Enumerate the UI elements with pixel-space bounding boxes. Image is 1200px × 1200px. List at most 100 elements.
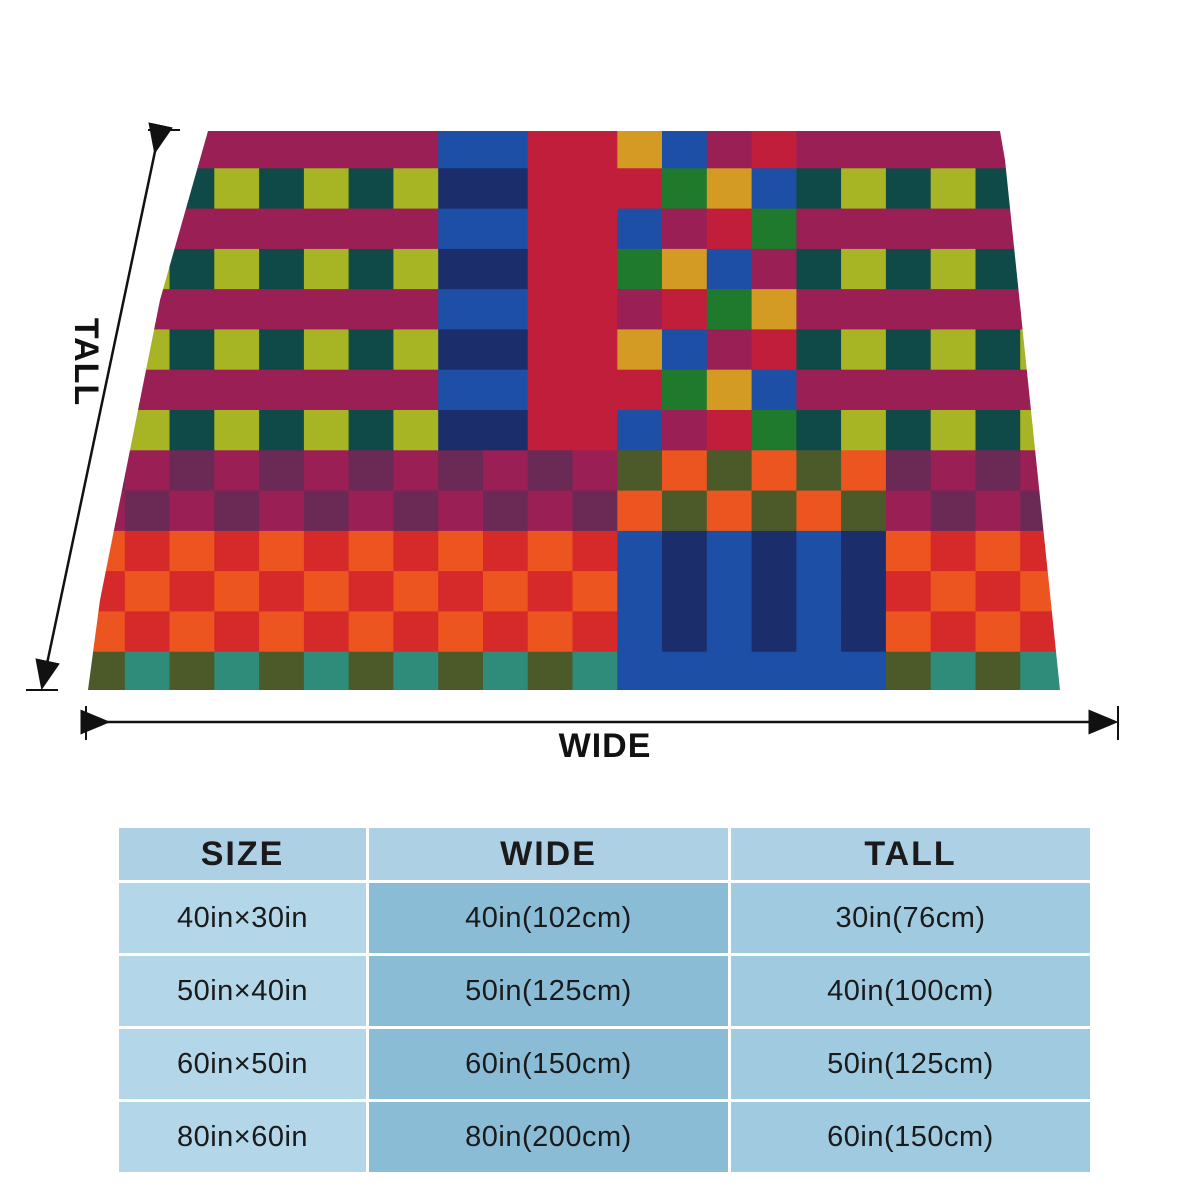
size-cell: 60in×50in (116, 1026, 369, 1102)
plaid-cell (706, 208, 753, 250)
plaid-cell (841, 131, 887, 169)
plaid-cell (438, 131, 484, 169)
plaid-cell (214, 369, 260, 411)
plaid-cell (169, 571, 215, 612)
plaid-cell (214, 248, 260, 290)
plaid-cell (303, 208, 350, 250)
plaid-cell (885, 530, 932, 572)
plaid-cell (527, 410, 574, 451)
plaid-cell (751, 289, 797, 330)
plaid-cell (885, 168, 932, 210)
plaid-cell (796, 611, 842, 653)
plaid-cell (662, 490, 708, 532)
plaid-cell (572, 450, 618, 492)
plaid-cell (169, 248, 215, 290)
plaid-cell (214, 651, 260, 690)
plaid-cell (348, 450, 394, 492)
plaid-cell (796, 329, 842, 371)
plaid-cell (975, 289, 1021, 330)
plaid-cell (124, 611, 171, 653)
plaid-cell (438, 289, 484, 330)
plaid-cell (617, 369, 663, 411)
plaid-cell (303, 248, 350, 290)
plaid-cell (214, 208, 260, 250)
plaid-cell (930, 329, 977, 371)
table-row: 60in×50in 60in(150cm) 50in(125cm) (116, 1026, 1093, 1102)
plaid-cell (483, 651, 529, 690)
plaid-cell (393, 490, 439, 532)
plaid-cell (124, 490, 171, 532)
plaid-cell (124, 131, 171, 169)
plaid-cell (796, 571, 842, 612)
plaid-cell (438, 571, 484, 612)
plaid-cell (393, 289, 439, 330)
plaid-cell (572, 289, 618, 330)
plaid-cell (438, 369, 484, 411)
plaid-cell (617, 289, 663, 330)
plaid-cell (796, 651, 842, 690)
plaid-cell (706, 329, 753, 371)
plaid-cell (259, 410, 305, 451)
plaid-cell (88, 168, 126, 210)
plaid-cell (617, 490, 663, 532)
plaid-cell (930, 289, 977, 330)
plaid-cell (841, 450, 887, 492)
plaid-cell (438, 168, 484, 210)
plaid-cell (527, 611, 574, 653)
plaid-cell (438, 329, 484, 371)
wide-cell: 60in(150cm) (366, 1026, 731, 1102)
blanket-illustration (26, 122, 1119, 740)
plaid-cell (483, 329, 529, 371)
plaid-cell (483, 490, 529, 532)
plaid-cell (303, 410, 350, 451)
plaid-cell (88, 131, 126, 169)
plaid-cell (796, 410, 842, 451)
plaid-cell (124, 450, 171, 492)
wide-cell: 40in(102cm) (366, 880, 731, 956)
plaid-cell (214, 131, 260, 169)
plaid-cell (930, 450, 977, 492)
plaid-cell (348, 651, 394, 690)
plaid-cell (1020, 530, 1060, 572)
plaid-cell (751, 208, 797, 250)
plaid-cell (885, 329, 932, 371)
plaid-cell (662, 131, 708, 169)
plaid-cell (88, 571, 126, 612)
plaid-cell (483, 571, 529, 612)
plaid-cell (1020, 208, 1060, 250)
plaid-cell (259, 248, 305, 290)
plaid-cell (751, 131, 797, 169)
plaid-cell (438, 410, 484, 451)
plaid-cell (841, 571, 887, 612)
plaid-cell (975, 131, 1021, 169)
plaid-cell (885, 490, 932, 532)
plaid-cell (483, 611, 529, 653)
plaid-cell (483, 289, 529, 330)
plaid-cell (214, 530, 260, 572)
plaid-cell (796, 289, 842, 330)
plaid-cell (617, 329, 663, 371)
tall-cell: 50in(125cm) (728, 1026, 1093, 1102)
plaid-cell (483, 450, 529, 492)
plaid-cell (169, 168, 215, 210)
plaid-cell (124, 651, 171, 690)
plaid-cell (975, 651, 1021, 690)
plaid-cell (348, 248, 394, 290)
plaid-cell (617, 208, 663, 250)
plaid-cell (393, 131, 439, 169)
plaid-cell (88, 490, 126, 532)
plaid-cell (438, 490, 484, 532)
plaid-cell (1020, 168, 1060, 210)
plaid-cell (751, 450, 797, 492)
plaid-cell (348, 490, 394, 532)
plaid-cell (572, 248, 618, 290)
header-wide: WIDE (366, 825, 731, 883)
plaid-cell (348, 369, 394, 411)
table-header-row: SIZE WIDE TALL (116, 825, 1093, 883)
plaid-cell (259, 168, 305, 210)
plaid-cell (796, 450, 842, 492)
plaid-cell (841, 410, 887, 451)
plaid-cell (885, 208, 932, 250)
plaid-cell (572, 611, 618, 653)
plaid-cell (1020, 289, 1060, 330)
